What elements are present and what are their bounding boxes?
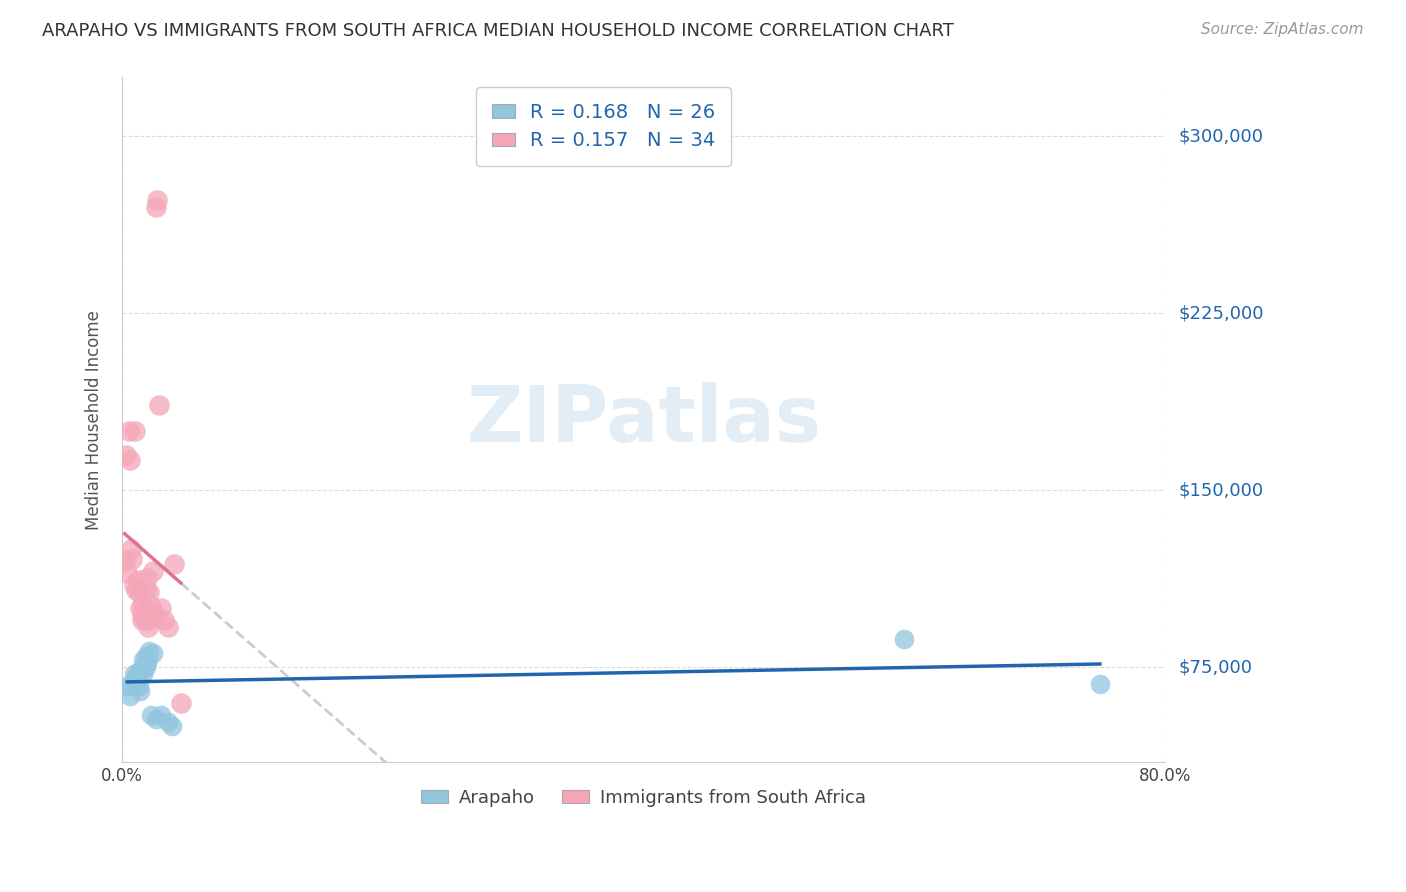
Point (127, 665, 149, 679)
Point (118, 689, 141, 703)
Point (146, 193, 169, 207)
Point (121, 551, 143, 566)
Point (124, 672, 146, 686)
Point (129, 684, 152, 698)
Point (121, 677, 143, 691)
Point (136, 620, 159, 634)
Point (118, 452, 141, 467)
Point (134, 582, 156, 597)
Point (131, 613, 153, 627)
Point (117, 425, 139, 439)
Point (150, 601, 173, 615)
Point (125, 582, 148, 597)
Point (125, 677, 148, 691)
Point (132, 597, 155, 611)
Point (132, 653, 155, 667)
Point (139, 707, 162, 722)
Text: $150,000: $150,000 (1180, 482, 1264, 500)
Point (128, 679, 150, 693)
Point (136, 613, 159, 627)
Point (120, 542, 142, 557)
Point (134, 658, 156, 673)
Point (124, 425, 146, 439)
Point (134, 648, 156, 663)
Point (145, 712, 167, 726)
Point (128, 585, 150, 599)
Point (136, 651, 159, 665)
Text: $300,000: $300,000 (1180, 128, 1264, 145)
Point (156, 714, 179, 729)
Point (131, 663, 153, 677)
Point (134, 611, 156, 625)
Point (122, 578, 145, 592)
Point (1088, 677, 1111, 691)
Point (150, 707, 173, 722)
Point (138, 644, 160, 658)
Point (893, 632, 915, 646)
Point (138, 585, 160, 599)
Point (143, 608, 166, 623)
Point (122, 667, 145, 681)
Point (114, 554, 136, 568)
Point (132, 667, 155, 681)
Point (142, 646, 165, 660)
Y-axis label: Median Household Income: Median Household Income (86, 310, 103, 530)
Text: Source: ZipAtlas.com: Source: ZipAtlas.com (1201, 22, 1364, 37)
Point (148, 399, 170, 413)
Point (152, 613, 174, 627)
Point (129, 601, 152, 615)
Text: $225,000: $225,000 (1180, 304, 1264, 322)
Point (163, 557, 186, 571)
Point (139, 599, 162, 613)
Point (145, 200, 167, 214)
Text: ARAPAHO VS IMMIGRANTS FROM SOUTH AFRICA MEDIAN HOUSEHOLD INCOME CORRELATION CHAR: ARAPAHO VS IMMIGRANTS FROM SOUTH AFRICA … (42, 22, 955, 40)
Point (160, 719, 183, 733)
Text: $75,000: $75,000 (1180, 658, 1253, 676)
Point (135, 656, 157, 670)
Point (170, 696, 193, 710)
Point (141, 608, 163, 623)
Point (115, 448, 138, 462)
Point (117, 679, 139, 693)
Point (156, 620, 179, 634)
Point (135, 571, 157, 585)
Point (127, 573, 149, 587)
Point (134, 660, 156, 674)
Point (142, 564, 165, 578)
Point (117, 566, 139, 580)
Legend: Arapaho, Immigrants from South Africa: Arapaho, Immigrants from South Africa (413, 782, 873, 814)
Point (131, 608, 153, 623)
Text: ZIPatlas: ZIPatlas (465, 382, 821, 458)
